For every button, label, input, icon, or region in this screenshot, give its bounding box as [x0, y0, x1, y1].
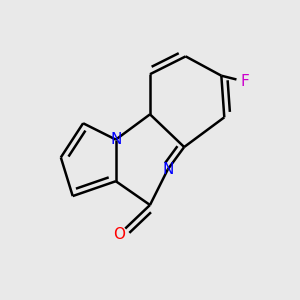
Text: O: O	[113, 227, 125, 242]
Text: N: N	[110, 132, 122, 147]
Text: F: F	[241, 74, 250, 89]
Text: N: N	[162, 162, 173, 177]
